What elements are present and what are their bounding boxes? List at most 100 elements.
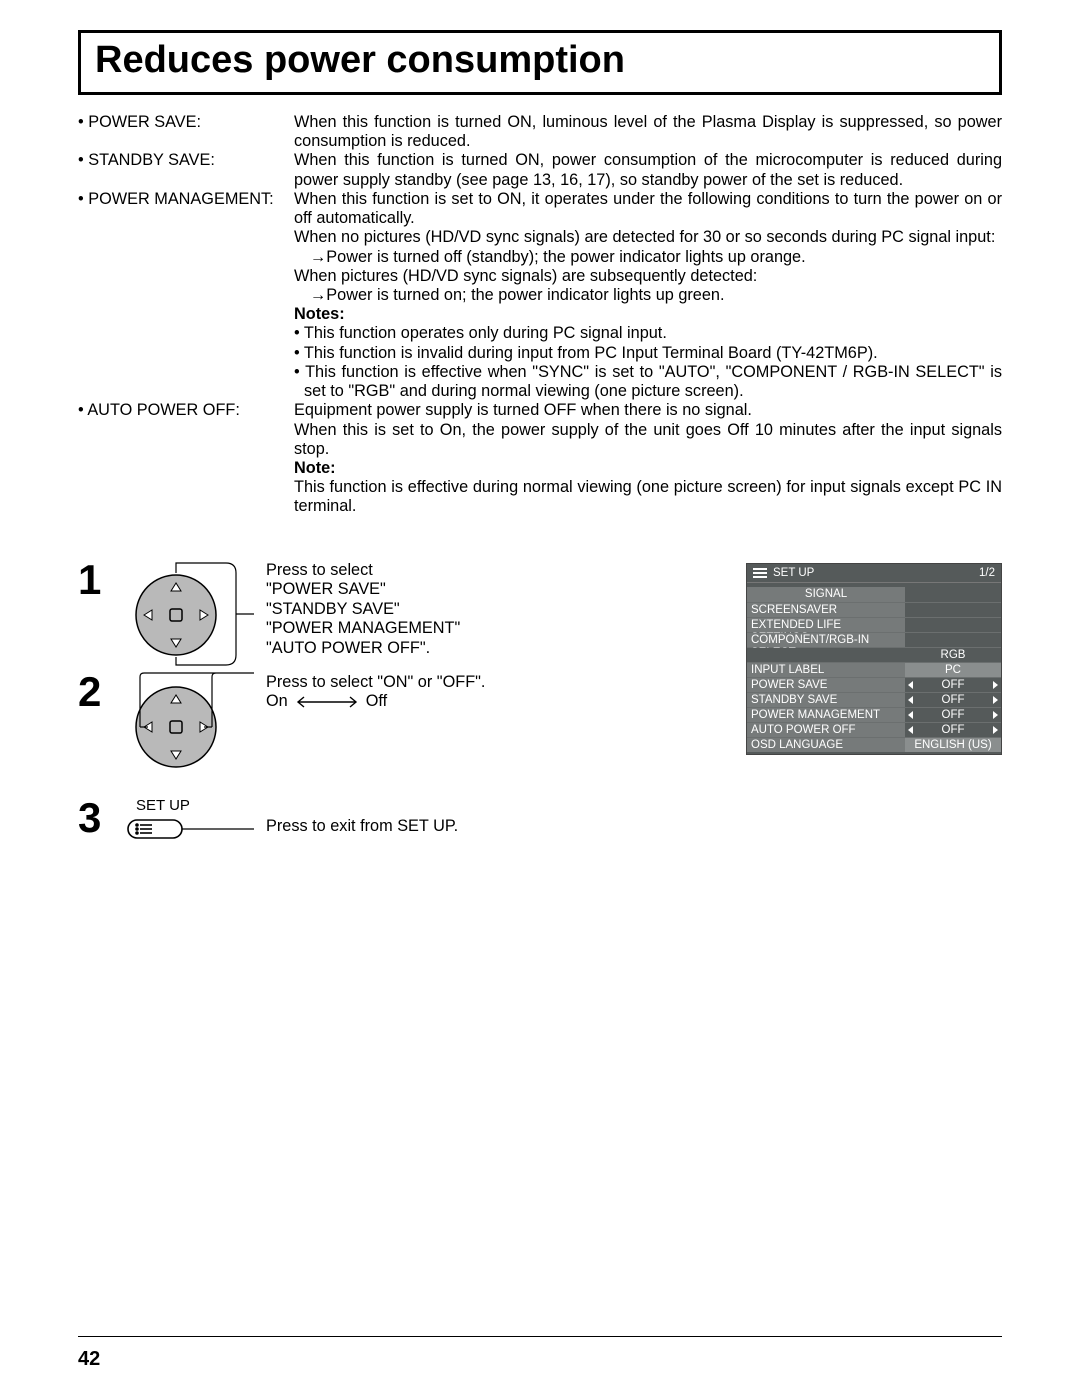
osd-row-value: OFF	[905, 678, 1001, 692]
footer-rule	[78, 1336, 1002, 1337]
osd-row-value: PC	[905, 663, 1001, 677]
step-number: 1	[78, 559, 114, 601]
on-off-toggle-hint: On Off	[266, 692, 516, 712]
osd-row: SIGNAL	[747, 587, 1001, 602]
osd-value-text: OFF	[917, 679, 989, 692]
def-body: When this function is turned ON, luminou…	[294, 113, 1002, 151]
osd-row-value	[905, 633, 1001, 647]
step-2-text: Press to select "ON" or "OFF". On Off	[266, 671, 516, 712]
on-label: On	[266, 692, 288, 712]
step-1-text: Press to select "POWER SAVE" "STANDBY SA…	[266, 559, 516, 659]
def-body: When this function is turned ON, power c…	[294, 151, 1002, 189]
notes-heading: Notes:	[294, 305, 1002, 324]
def-label: • POWER SAVE:	[78, 113, 294, 151]
step-number: 2	[78, 671, 114, 713]
osd-row: COMPONENT/RGB-IN SELECT	[747, 632, 1001, 647]
osd-row-value: ENGLISH (US)	[905, 738, 1001, 752]
chevron-right-icon	[993, 696, 998, 704]
osd-row-value: OFF	[905, 693, 1001, 707]
osd-row-label: POWER MANAGEMENT	[747, 708, 905, 722]
osd-row: SCREENSAVER	[747, 602, 1001, 617]
apo-note: This function is effective during normal…	[294, 478, 1002, 516]
osd-row: EXTENDED LIFE SETTINGS	[747, 617, 1001, 632]
chevron-left-icon	[908, 726, 913, 734]
osd-header: SET UP 1/2	[747, 564, 1001, 584]
osd-title: SET UP	[773, 567, 814, 580]
osd-row-label: INPUT LABEL	[747, 663, 905, 677]
menu-icon	[753, 568, 767, 578]
chevron-left-icon	[908, 696, 913, 704]
title-frame: Reduces power consumption	[78, 30, 1002, 95]
osd-value-text: OFF	[917, 694, 989, 707]
osd-value-text: ENGLISH (US)	[905, 739, 1001, 752]
step-line: "STANDBY SAVE"	[266, 600, 516, 620]
step-line: Press to select "ON" or "OFF".	[266, 673, 516, 693]
osd-row-label: SCREENSAVER	[747, 603, 905, 617]
chevron-right-icon	[993, 681, 998, 689]
page-number: 42	[78, 1348, 100, 1371]
def-body: When this function is set to ON, it oper…	[294, 190, 1002, 228]
osd-value-text: OFF	[917, 724, 989, 737]
osd-row-value	[905, 603, 1001, 617]
def-label: • POWER MANAGEMENT:	[78, 190, 294, 228]
osd-row: POWER SAVE OFF	[747, 677, 1001, 692]
osd-body: SIGNALSCREENSAVEREXTENDED LIFE SETTINGSC…	[747, 583, 1001, 754]
step-line: Press to select	[266, 561, 516, 581]
osd-row-label: POWER SAVE	[747, 678, 905, 692]
step-3-text: Press to exit from SET UP.	[266, 797, 516, 837]
step-line: "POWER MANAGEMENT"	[266, 619, 516, 639]
osd-row-value: OFF	[905, 723, 1001, 737]
def-standby-save: • STANDBY SAVE: When this function is tu…	[78, 151, 1002, 189]
step-line: Press to exit from SET UP.	[266, 817, 516, 837]
osd-row-value	[905, 587, 1001, 602]
notes-heading: Note:	[294, 459, 1002, 478]
chevron-left-icon	[908, 711, 913, 719]
osd-value-text: PC	[905, 664, 1001, 677]
step-3: 3 SET UP Press to exit	[78, 797, 1002, 844]
def-label: • STANDBY SAVE:	[78, 151, 294, 189]
def-power-management: • POWER MANAGEMENT: When this function i…	[78, 190, 1002, 228]
def-label: • AUTO POWER OFF:	[78, 401, 294, 516]
osd-value-text: OFF	[917, 709, 989, 722]
osd-row-label: STANDBY SAVE	[747, 693, 905, 707]
chevron-right-icon	[993, 726, 998, 734]
pm-line: When pictures (HD/VD sync signals) are s…	[294, 267, 1002, 286]
note-item: • This function is invalid during input …	[294, 344, 1002, 363]
osd-row-label: COMPONENT/RGB-IN SELECT	[747, 633, 905, 647]
osd-row-label: AUTO POWER OFF	[747, 723, 905, 737]
note-item: • This function is effective when "SYNC"…	[294, 363, 1002, 401]
setup-button-icon: SET UP	[126, 797, 254, 844]
def-body-text: When this function is set to ON, it oper…	[294, 190, 1002, 227]
chevron-left-icon	[908, 681, 913, 689]
osd-row-label	[747, 648, 905, 662]
apo-line: Equipment power supply is turned OFF whe…	[294, 401, 1002, 420]
osd-row: INPUT LABELPC	[747, 662, 1001, 677]
off-label: Off	[366, 692, 387, 712]
step-number: 3	[78, 797, 114, 839]
pm-arrow-line: →Power is turned off (standby); the powe…	[294, 248, 1002, 267]
osd-panel: SET UP 1/2 SIGNALSCREENSAVEREXTENDED LIF…	[746, 563, 1002, 756]
osd-value-text: RGB	[905, 649, 1001, 662]
osd-row: RGB	[747, 647, 1001, 662]
def-auto-power-off: • AUTO POWER OFF: Equipment power supply…	[78, 401, 1002, 516]
osd-row: STANDBY SAVE OFF	[747, 692, 1001, 707]
apo-line: When this is set to On, the power supply…	[294, 421, 1002, 459]
osd-row-value	[905, 618, 1001, 632]
def-body: Equipment power supply is turned OFF whe…	[294, 401, 1002, 516]
steps-section: SET UP 1/2 SIGNALSCREENSAVEREXTENDED LIF…	[78, 559, 1002, 844]
osd-row: OSD LANGUAGEENGLISH (US)	[747, 737, 1001, 752]
pm-line: When no pictures (HD/VD sync signals) ar…	[294, 228, 1002, 247]
osd-row-label: OSD LANGUAGE	[747, 738, 905, 752]
double-arrow-icon	[292, 695, 362, 709]
osd-row-value: OFF	[905, 708, 1001, 722]
note-item: • This function operates only during PC …	[294, 324, 1002, 343]
dpad-left-right-icon	[126, 671, 254, 779]
chevron-right-icon	[993, 711, 998, 719]
osd-row: AUTO POWER OFF OFF	[747, 722, 1001, 737]
osd-row-label: SIGNAL	[747, 587, 905, 602]
step-line: "POWER SAVE"	[266, 580, 516, 600]
def-power-save: • POWER SAVE: When this function is turn…	[78, 113, 1002, 151]
osd-row: POWER MANAGEMENT OFF	[747, 707, 1001, 722]
definitions: • POWER SAVE: When this function is turn…	[78, 113, 1002, 517]
osd-row-value: RGB	[905, 648, 1001, 662]
